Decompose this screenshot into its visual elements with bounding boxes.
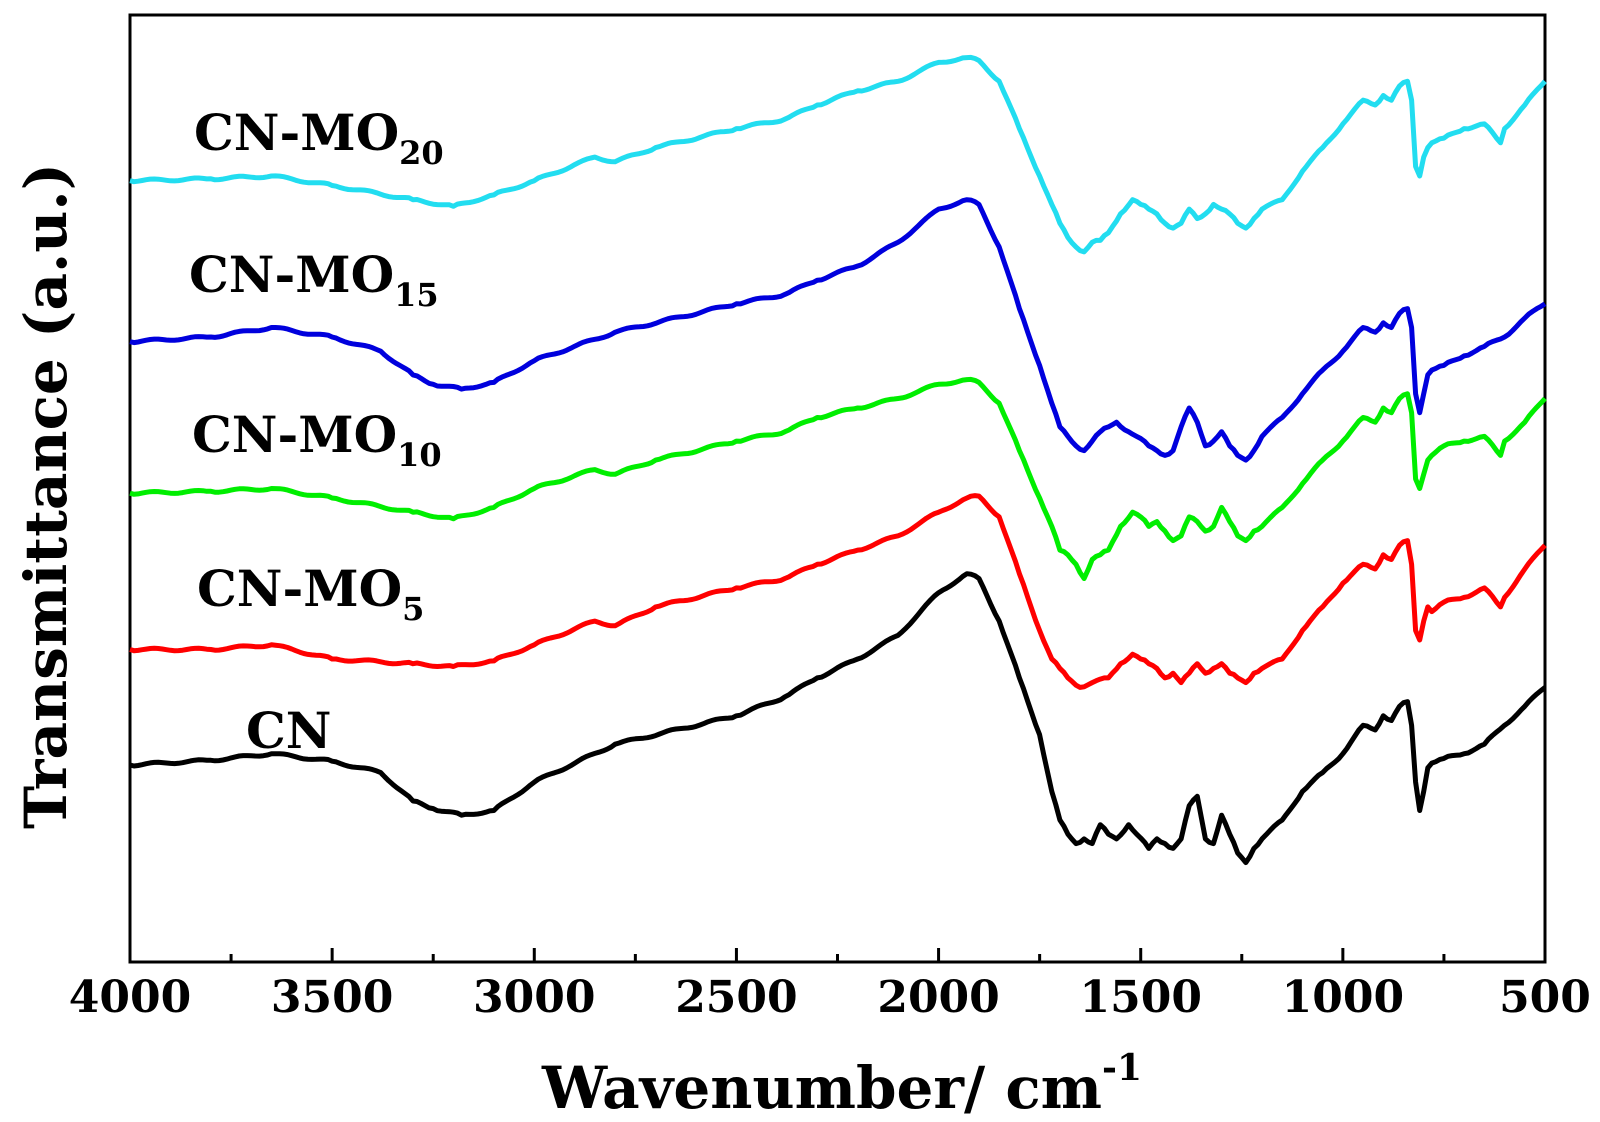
x-tick-label: 2500 (675, 972, 797, 1023)
x-tick-label: 1000 (1282, 972, 1404, 1023)
series-label-subscript: 10 (397, 436, 442, 474)
x-axis-title-unit-exponent: -1 (1102, 1047, 1142, 1089)
x-tick-label: 2000 (877, 972, 999, 1023)
series-label-main: CN-MO (197, 559, 402, 618)
x-axis-title: Wavenumber/ cm-1 (541, 1047, 1142, 1122)
x-tick-label: 1500 (1079, 972, 1201, 1023)
series-label-cn-mo5: CN-MO5 (197, 559, 424, 628)
series-label-cn: CN (246, 701, 332, 760)
series-label-main: CN-MO (194, 103, 399, 162)
series-label-main: CN-MO (189, 245, 394, 304)
series-label-cn-mo10: CN-MO10 (192, 405, 442, 474)
x-axis-tick-labels: 4000 3500 3000 2500 2000 1500 1000 500 (69, 972, 1591, 1023)
x-axis-ticks (128, 948, 1547, 962)
series-lines (129, 54, 1547, 866)
series-label-main: CN (246, 701, 332, 760)
series-label-cn-mo20: CN-MO20 (194, 103, 444, 172)
x-tick-label: 3500 (271, 972, 393, 1023)
series-line-cn (129, 571, 1547, 866)
x-tick-label: 500 (1499, 972, 1591, 1023)
series-label-subscript: 20 (399, 134, 444, 172)
x-axis-title-text: Wavenumber/ cm (541, 1054, 1102, 1122)
series-line-cn-mo5 (129, 493, 1547, 690)
x-tick-label: 4000 (69, 972, 191, 1023)
series-label-main: CN-MO (192, 405, 397, 464)
series-label-subscript: 5 (402, 590, 424, 628)
series-line-cn-mo20 (129, 54, 1547, 255)
series-line-cn-mo15 (129, 197, 1547, 463)
x-tick-label: 3000 (473, 972, 595, 1023)
y-axis-title: Transmittance (a.u.) (12, 163, 80, 829)
series-line-cn-mo10 (129, 376, 1547, 581)
series-label-subscript: 15 (394, 276, 439, 314)
series-label-cn-mo15: CN-MO15 (189, 245, 439, 314)
